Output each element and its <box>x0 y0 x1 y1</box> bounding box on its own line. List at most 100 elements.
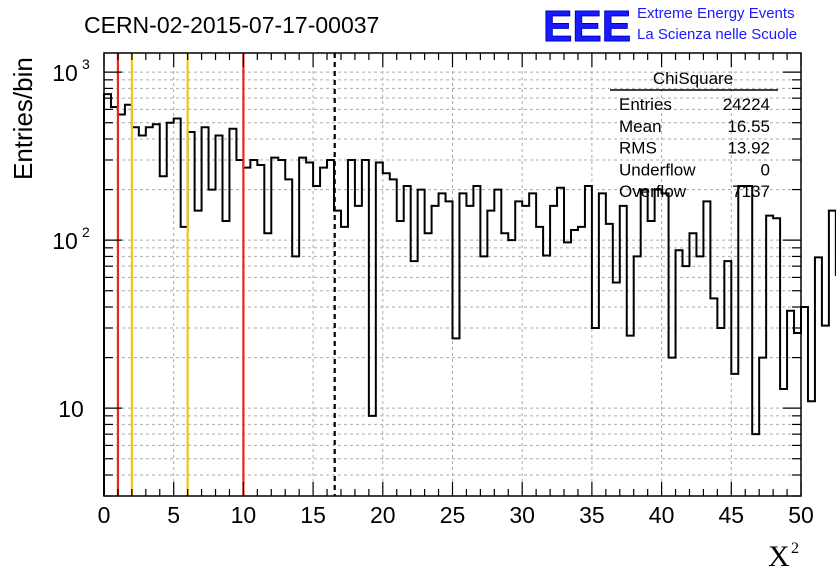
histogram-bin <box>669 358 676 496</box>
y-tick-label: 10 <box>52 60 78 86</box>
histogram-bin <box>320 168 327 496</box>
stats-value: 13.92 <box>727 139 770 158</box>
x-axis-label: X 2 <box>768 540 799 572</box>
histogram-bin <box>216 135 223 496</box>
histogram-bin <box>829 211 836 496</box>
histogram-bin <box>578 227 585 496</box>
histogram-bin <box>787 311 794 496</box>
histogram-bin <box>264 233 271 496</box>
histogram-bin <box>592 328 599 496</box>
x-tick-label: 45 <box>719 502 745 528</box>
histogram-bin <box>655 190 662 496</box>
x-tick-label: 10 <box>231 502 257 528</box>
stats-value: 7137 <box>732 182 770 201</box>
histogram-bin <box>327 160 334 496</box>
stats-title: ChiSquare <box>653 69 733 88</box>
histogram-bin <box>508 240 515 496</box>
histogram-bin <box>703 201 710 496</box>
histogram-bin <box>550 206 557 496</box>
x-axis-label-base: X <box>768 540 790 572</box>
histogram-bin <box>411 261 418 496</box>
y-tick-exponent: 2 <box>82 224 90 240</box>
histogram-bin <box>355 206 362 496</box>
stats-value: 16.55 <box>727 117 770 136</box>
histogram-bin <box>494 190 501 496</box>
histogram-bin <box>613 282 620 496</box>
histogram-bin <box>689 233 696 496</box>
histogram-bin <box>683 266 690 496</box>
histogram-bin <box>696 256 703 496</box>
histogram-bin <box>599 193 606 496</box>
stats-label: Entries <box>619 95 672 114</box>
histogram <box>103 93 836 496</box>
histogram-bin <box>822 326 829 496</box>
histogram-bin <box>717 328 724 496</box>
x-tick-label: 50 <box>788 502 814 528</box>
logo-line2: La Scienza nelle Scuole <box>637 26 797 43</box>
histogram-bin <box>104 94 111 496</box>
x-tick-label: 25 <box>440 502 466 528</box>
histogram-bin <box>620 206 627 496</box>
histogram-bin <box>731 374 738 496</box>
histogram-bin <box>383 173 390 496</box>
histogram-bin <box>501 233 508 496</box>
histogram-bin <box>306 162 313 496</box>
stats-label: Underflow <box>619 160 696 179</box>
stats-value: 0 <box>761 160 770 179</box>
histogram-bin <box>752 434 759 496</box>
histogram-bin <box>292 256 299 496</box>
histogram-bin <box>522 206 529 496</box>
histogram-bin <box>202 127 209 496</box>
histogram-bin <box>724 261 731 496</box>
logo-mark: EEE <box>543 2 631 51</box>
histogram-bin <box>543 256 550 496</box>
histogram-outline <box>103 93 836 496</box>
histogram-bin <box>759 358 766 496</box>
stats-label: Mean <box>619 117 662 136</box>
logo-line1: Extreme Energy Events <box>637 5 795 22</box>
histogram-bin <box>662 193 669 496</box>
histogram-bin <box>222 221 229 496</box>
histogram-bin <box>627 336 634 496</box>
histogram-bin <box>278 160 285 496</box>
histogram-bin <box>564 242 571 496</box>
histogram-bin <box>313 186 320 496</box>
histogram-bin <box>529 193 536 496</box>
chart-title: CERN-02-2015-07-17-00037 <box>84 12 379 38</box>
histogram-bin <box>676 250 683 496</box>
histogram-bin <box>634 256 641 496</box>
x-tick-label: 15 <box>300 502 326 528</box>
histogram-bin <box>710 298 717 496</box>
x-axis-label-sup: 2 <box>791 540 799 557</box>
x-tick-label: 0 <box>98 502 111 528</box>
histogram-bin <box>257 165 264 496</box>
histogram-bin <box>606 224 613 496</box>
stats-value: 24224 <box>723 95 770 114</box>
histogram-bin <box>167 123 174 496</box>
stats-box: ChiSquare Entries 24224 Mean 16.55 RMS 13.92 U… <box>610 69 778 201</box>
histogram-bin <box>439 193 446 496</box>
histogram-bin <box>738 186 745 496</box>
histogram-bin <box>174 118 181 496</box>
histogram-bin <box>250 160 257 496</box>
histogram-bin <box>369 416 376 496</box>
histogram-bin <box>745 186 752 496</box>
histogram-bin <box>446 201 453 496</box>
histogram-bin <box>153 124 160 496</box>
x-tick-label: 5 <box>167 502 180 528</box>
histogram-bin <box>536 227 543 496</box>
histogram-bin <box>459 193 466 496</box>
histogram-bin <box>418 190 425 496</box>
x-tick-label: 40 <box>649 502 675 528</box>
histogram-bin <box>557 188 564 496</box>
histogram-bin <box>341 227 348 496</box>
y-tick-label: 10 <box>58 396 84 422</box>
y-tick-exponent: 3 <box>82 56 90 72</box>
histogram-bin <box>473 186 480 496</box>
histogram-bin <box>466 206 473 496</box>
histogram-bin <box>766 216 773 496</box>
marker-lines <box>116 53 336 496</box>
histogram-bin <box>285 179 292 496</box>
